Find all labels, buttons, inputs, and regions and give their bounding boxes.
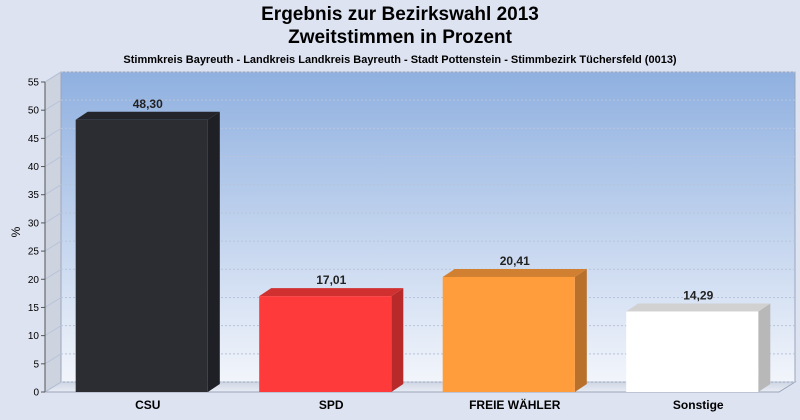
x-tick-label: SPD: [319, 398, 344, 412]
bar-csu: [75, 111, 220, 392]
grid-line-side: [44, 240, 62, 252]
chart-subtitle: Stimmkreis Bayreuth - Landkreis Landkrei…: [123, 54, 677, 66]
bar-sonstige: [626, 303, 771, 392]
grid-line-side: [44, 99, 62, 111]
x-tick-label: FREIE WÄHLER: [469, 397, 561, 412]
grid-line-side: [44, 184, 62, 196]
y-tick-label: 55: [28, 78, 40, 89]
y-tick-label: 5: [33, 359, 39, 370]
y-tick-label: 0: [33, 388, 39, 399]
chart-title-line1: Ergebnis zur Bezirkswahl 2013: [261, 4, 539, 25]
grid-line-side: [44, 381, 62, 393]
y-tick-label: 50: [28, 106, 40, 117]
bar-front-face: [442, 276, 575, 392]
grid-line-side: [44, 71, 62, 83]
grid-line-side: [44, 127, 62, 139]
data-label: 17,01: [316, 273, 346, 287]
chart-title-line2: Zweitstimmen in Prozent: [288, 27, 512, 48]
bar-freie-w-hler: [442, 268, 587, 392]
y-tick-label: 25: [28, 247, 40, 258]
y-axis-label: %: [9, 226, 23, 237]
grid-line-side: [44, 156, 62, 167]
data-label: 48,30: [133, 97, 163, 111]
bar-side-face: [391, 288, 404, 392]
y-tick-label: 20: [28, 275, 40, 286]
bars: [75, 111, 771, 392]
grid-line-side: [44, 268, 62, 280]
data-label: 14,29: [683, 288, 713, 302]
bar-top-face: [259, 288, 404, 297]
bar-top-face: [75, 111, 220, 120]
x-axis-labels: CSU SPD FREIE WÄHLER Sonstige: [135, 397, 724, 412]
plot-side-wall: [44, 71, 62, 393]
grid-line-side: [44, 353, 62, 365]
bar-top-face: [442, 268, 587, 277]
y-axis: 0 5 10 15 20 25 30 35 40 45 50 55: [28, 78, 46, 399]
bar-spd: [259, 288, 404, 392]
x-tick-label: CSU: [135, 398, 160, 412]
bar-side-face: [758, 303, 771, 392]
y-tick-label: 45: [28, 134, 40, 145]
data-labels: 48,30 17,01 20,41 14,29: [133, 97, 714, 303]
grid-line-side: [44, 325, 62, 337]
bar-top-face: [626, 303, 771, 312]
y-tick-label: 35: [28, 190, 40, 201]
chart-title: Ergebnis zur Bezirkswahl 2013 Zweitstimm…: [0, 3, 800, 49]
x-tick-label: Sonstige: [673, 398, 724, 412]
y-tick-label: 40: [28, 162, 40, 173]
grid-line-side: [44, 212, 62, 224]
data-label: 20,41: [500, 254, 530, 268]
y-tick-label: 30: [28, 218, 40, 229]
y-tick-label: 10: [28, 331, 40, 342]
bar-side-face: [574, 268, 587, 392]
bar-front-face: [626, 311, 759, 392]
grid-lines: [44, 71, 795, 393]
bar-front-face: [75, 119, 208, 392]
grid-line-side: [44, 297, 62, 308]
bar-front-face: [259, 296, 392, 392]
bar-side-face: [207, 111, 220, 392]
y-tick-label: 15: [28, 303, 40, 314]
